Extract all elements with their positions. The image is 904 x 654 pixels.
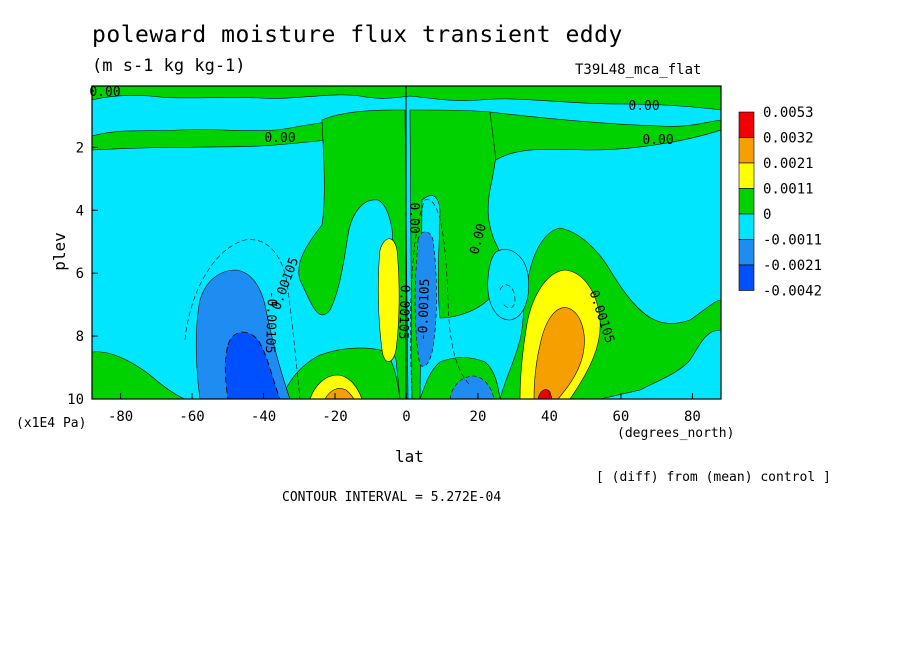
contour-dashed-center bbox=[410, 199, 471, 399]
fill-blue-center bbox=[414, 231, 437, 367]
x-tick-label: 80 bbox=[684, 409, 701, 425]
colorbar-swatch bbox=[738, 162, 755, 189]
run-label: T39L48_mca_flat bbox=[575, 62, 702, 78]
colorbar-label: 0.0032 bbox=[763, 131, 814, 147]
y-tick-label: 10 bbox=[67, 392, 84, 408]
x-tick-label: 20 bbox=[470, 409, 487, 425]
y-tick-label: 8 bbox=[76, 329, 84, 345]
contour-dashed-right bbox=[499, 284, 516, 309]
fill-red-right bbox=[537, 389, 553, 399]
colorbar-label: 0.0021 bbox=[763, 156, 814, 172]
fill-darkblue-left bbox=[224, 331, 281, 399]
x-axis-unit: (degrees_north) bbox=[617, 426, 735, 441]
colorbar-label: -0.0021 bbox=[763, 258, 822, 274]
fill-green-central bbox=[298, 109, 409, 399]
y-axis-label: plev bbox=[49, 232, 69, 271]
colorbar-label: 0 bbox=[763, 207, 771, 223]
colorbar-label: -0.0042 bbox=[763, 284, 822, 300]
contour-label: 0.00105 bbox=[395, 284, 412, 339]
x-tick-label: 40 bbox=[541, 409, 558, 425]
colorbar-swatch bbox=[738, 213, 755, 240]
contour-label: 0.00 bbox=[628, 99, 659, 114]
y-axis-unit: (x1E4 Pa) bbox=[16, 416, 87, 431]
plot-area bbox=[92, 86, 721, 399]
fill-green-bottom-left bbox=[92, 351, 186, 399]
colorbar-swatch bbox=[738, 137, 755, 164]
contour-label: 0.00 bbox=[642, 133, 673, 148]
colorbar-label: 0.0011 bbox=[763, 182, 814, 198]
fill-orange-bottom bbox=[324, 388, 355, 399]
y-tick-label: 2 bbox=[76, 140, 84, 156]
colorbar-swatch bbox=[738, 188, 755, 215]
contour-label: 0.00 bbox=[264, 131, 295, 146]
contour-label: -0.00105 bbox=[262, 291, 279, 354]
fill-green-top bbox=[92, 86, 721, 111]
fill-yellow-center bbox=[377, 238, 400, 362]
y-tick-label: 6 bbox=[76, 266, 84, 282]
contour-label: 0.00 bbox=[89, 85, 120, 100]
fill-orange-right bbox=[533, 307, 585, 399]
colorbar: 0.0053 0.0032 0.0021 0.0011 0 -0.0011 -0.0021 -… bbox=[738, 105, 822, 300]
diff-note: [ (diff) from (mean) control ] bbox=[596, 470, 831, 485]
chart-units: (m s-1 kg kg-1) bbox=[92, 56, 246, 76]
x-tick-label: -60 bbox=[179, 409, 204, 425]
x-tick-label: -80 bbox=[108, 409, 133, 425]
contour-interval: CONTOUR INTERVAL = 5.272E-04 bbox=[282, 490, 502, 505]
x-tick-label: -40 bbox=[251, 409, 276, 425]
x-axis-ticks: -80 -60 -40 -20 0 20 40 60 80 bbox=[108, 393, 701, 425]
colorbar-label: -0.0011 bbox=[763, 233, 822, 249]
x-tick-label: 60 bbox=[613, 409, 630, 425]
x-tick-label: -20 bbox=[322, 409, 347, 425]
y-tick-label: 4 bbox=[76, 203, 84, 219]
colorbar-swatch bbox=[738, 111, 755, 138]
x-tick-label: 0 bbox=[402, 409, 410, 425]
colorbar-label: 0.0053 bbox=[763, 105, 814, 121]
y-axis-ticks: 2 4 6 8 10 bbox=[67, 140, 98, 408]
colorbar-swatch bbox=[738, 239, 755, 266]
contour-label: 0.00 bbox=[406, 202, 421, 233]
fill-blue-bottom bbox=[449, 375, 495, 399]
contour-dashed-left bbox=[184, 239, 301, 399]
fill-cyan-pocket bbox=[487, 249, 529, 321]
chart-title: poleward moisture flux transient eddy bbox=[92, 22, 623, 48]
contour-label: -0.00105 bbox=[416, 278, 433, 341]
x-axis-label: lat bbox=[395, 447, 424, 466]
colorbar-swatch bbox=[738, 264, 755, 291]
